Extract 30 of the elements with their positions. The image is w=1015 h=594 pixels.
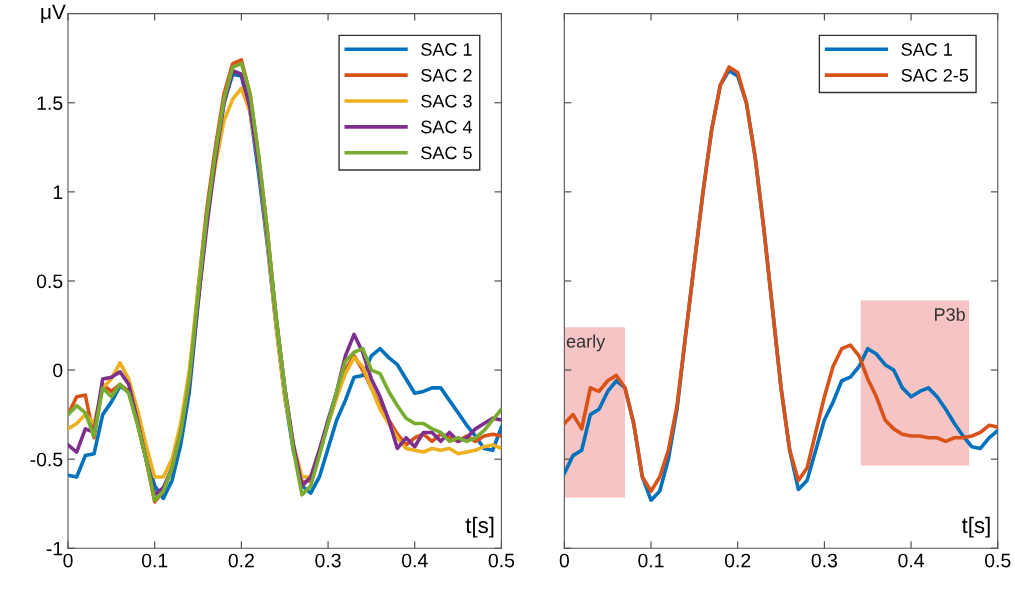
x-axis-title: t[s] <box>465 516 494 538</box>
legend-label: SAC 4 <box>421 120 472 134</box>
legend-label: SAC 5 <box>421 146 472 160</box>
x-tick-label: 0.2 <box>724 553 751 568</box>
y-tick-label: 0.5 <box>36 274 63 289</box>
x-tick-label: 0.3 <box>315 553 341 568</box>
legend-label: SAC 1 <box>421 43 472 56</box>
y-tick-label: -0.5 <box>30 452 63 467</box>
x-tick-label: 0.1 <box>141 553 168 568</box>
x-tick-label: 0 <box>63 553 73 568</box>
y-tick-label: 1 <box>53 185 63 199</box>
x-axis-title: t[s] <box>961 516 990 538</box>
x-tick-label: 0.3 <box>811 553 838 568</box>
x-tick-label: 0.2 <box>228 553 254 568</box>
x-tick-label: 0.4 <box>401 553 428 568</box>
band-label: early <box>566 334 606 352</box>
legend-label: SAC 3 <box>421 94 472 108</box>
legend-label: SAC 1 <box>901 43 952 56</box>
y-tick-label: -1 <box>46 541 63 556</box>
x-tick-label: 0.1 <box>638 553 664 568</box>
x-tick-label: 0.5 <box>488 553 515 568</box>
x-tick-label: 0.5 <box>984 553 1011 568</box>
y-tick-label: 0 <box>53 363 63 378</box>
y-axis-title: μV <box>41 4 66 24</box>
legend-label: SAC 2-5 <box>901 68 969 82</box>
y-tick-label: 1.5 <box>37 96 63 110</box>
band-label: P3b <box>935 307 965 321</box>
x-tick-label: 0 <box>559 553 569 568</box>
legend-label: SAC 2 <box>421 68 472 82</box>
x-tick-label: 0.4 <box>898 553 925 568</box>
